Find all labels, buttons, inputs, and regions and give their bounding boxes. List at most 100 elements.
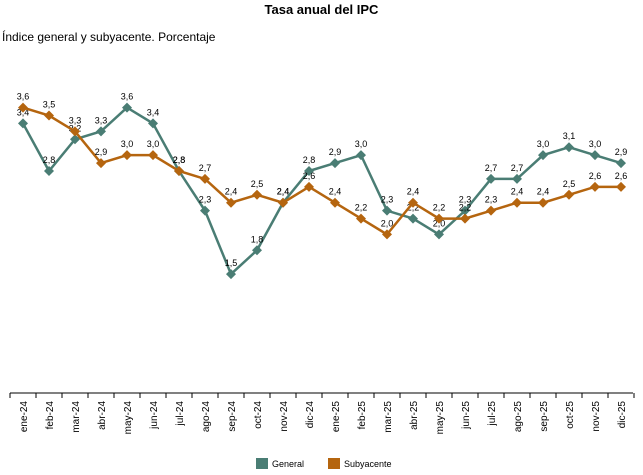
x-tick-label: may-24 bbox=[123, 401, 134, 435]
data-point-subyacente[interactable] bbox=[252, 189, 262, 200]
data-label-subyacente: 2,6 bbox=[303, 171, 316, 181]
data-point-general[interactable] bbox=[18, 118, 28, 129]
data-point-general[interactable] bbox=[200, 205, 210, 216]
data-point-general[interactable] bbox=[486, 173, 496, 184]
data-point-subyacente[interactable] bbox=[434, 213, 444, 224]
legend-item-subyacente[interactable]: Subyacente bbox=[328, 458, 392, 469]
data-label-general: 1,5 bbox=[225, 258, 238, 268]
data-label-subyacente: 2,6 bbox=[589, 171, 602, 181]
data-label-subyacente: 3,6 bbox=[17, 92, 30, 102]
data-point-subyacente[interactable] bbox=[382, 229, 392, 240]
data-point-general[interactable] bbox=[122, 102, 132, 113]
x-tick-label: abr-25 bbox=[409, 401, 420, 430]
data-point-subyacente[interactable] bbox=[304, 181, 314, 192]
data-point-general[interactable] bbox=[70, 134, 80, 145]
data-label-general: 3,0 bbox=[537, 139, 550, 149]
x-tick-label: feb-25 bbox=[357, 401, 368, 430]
data-point-subyacente[interactable] bbox=[538, 197, 548, 208]
legend: General Subyacente bbox=[256, 458, 392, 469]
data-point-general[interactable] bbox=[226, 269, 236, 280]
data-point-general[interactable] bbox=[330, 158, 340, 169]
data-point-general[interactable] bbox=[252, 245, 262, 256]
data-point-subyacente[interactable] bbox=[330, 197, 340, 208]
data-label-general: 2,3 bbox=[459, 195, 472, 205]
x-tick-label: nov-24 bbox=[279, 401, 290, 432]
data-point-general[interactable] bbox=[382, 205, 392, 216]
data-label-subyacente: 2,9 bbox=[95, 147, 108, 157]
x-tick-label: feb-24 bbox=[45, 401, 56, 430]
data-point-subyacente[interactable] bbox=[564, 189, 574, 200]
x-tick-label: sep-24 bbox=[227, 401, 238, 432]
x-tick-label: oct-25 bbox=[565, 401, 576, 429]
data-point-subyacente[interactable] bbox=[70, 126, 80, 137]
x-tick-label: oct-24 bbox=[253, 401, 264, 429]
data-point-subyacente[interactable] bbox=[486, 205, 496, 216]
x-tick-label: ago-25 bbox=[513, 401, 524, 433]
data-point-general[interactable] bbox=[408, 213, 418, 224]
data-label-general: 3,1 bbox=[563, 131, 576, 141]
data-point-subyacente[interactable] bbox=[44, 110, 54, 121]
data-point-general[interactable] bbox=[538, 150, 548, 161]
data-point-general[interactable] bbox=[616, 158, 626, 169]
x-tick-label: dic-25 bbox=[617, 401, 628, 429]
data-label-subyacente: 2,4 bbox=[537, 187, 550, 197]
data-point-general[interactable] bbox=[44, 166, 54, 176]
series-layer: 3,42,83,23,33,63,42,82,31,51,82,42,82,93… bbox=[17, 92, 627, 280]
data-label-general: 2,3 bbox=[381, 195, 394, 205]
data-label-general: 2,9 bbox=[329, 147, 342, 157]
data-point-general[interactable] bbox=[512, 173, 522, 184]
data-point-general[interactable] bbox=[96, 126, 106, 137]
x-tick-label: mar-24 bbox=[71, 401, 82, 433]
data-point-general[interactable] bbox=[304, 166, 314, 176]
x-tick-label: jul-24 bbox=[175, 401, 186, 427]
series-line-subyacente bbox=[22, 106, 621, 237]
data-point-subyacente[interactable] bbox=[278, 197, 288, 208]
x-tick-label: ene-24 bbox=[19, 401, 30, 433]
data-point-subyacente[interactable] bbox=[512, 197, 522, 208]
data-point-general[interactable] bbox=[356, 150, 366, 161]
x-tick-label: jul-25 bbox=[487, 401, 498, 427]
data-label-subyacente: 2,2 bbox=[433, 203, 446, 213]
data-point-subyacente[interactable] bbox=[590, 181, 600, 192]
x-axis bbox=[9, 392, 635, 398]
data-point-subyacente[interactable] bbox=[96, 158, 106, 169]
x-tick-label: may-25 bbox=[435, 401, 446, 435]
x-tick-label: sep-25 bbox=[539, 401, 550, 432]
data-label-general: 3,4 bbox=[147, 107, 160, 117]
data-point-subyacente[interactable] bbox=[408, 197, 418, 208]
legend-label-subyacente: Subyacente bbox=[344, 458, 392, 469]
legend-swatch-subyacente bbox=[328, 458, 341, 469]
data-point-general[interactable] bbox=[590, 150, 600, 161]
data-label-subyacente: 2,0 bbox=[381, 218, 394, 228]
x-tick-label: jun-24 bbox=[149, 401, 160, 430]
data-label-subyacente: 3,0 bbox=[147, 139, 160, 149]
data-point-subyacente[interactable] bbox=[226, 197, 236, 208]
x-tick-label: ago-24 bbox=[201, 401, 212, 433]
data-point-subyacente[interactable] bbox=[148, 150, 158, 161]
data-label-general: 2,8 bbox=[43, 155, 56, 165]
data-point-subyacente[interactable] bbox=[356, 213, 366, 224]
data-point-subyacente[interactable] bbox=[616, 181, 626, 192]
data-label-general: 1,8 bbox=[251, 234, 264, 244]
data-point-general[interactable] bbox=[148, 118, 158, 129]
data-point-general[interactable] bbox=[460, 205, 470, 216]
data-point-subyacente[interactable] bbox=[122, 150, 132, 161]
data-point-general[interactable] bbox=[434, 229, 444, 240]
x-tick-label: jun-25 bbox=[461, 401, 472, 430]
data-point-subyacente[interactable] bbox=[18, 102, 28, 113]
data-label-general: 2,8 bbox=[173, 155, 186, 165]
data-label-subyacente: 2,2 bbox=[459, 203, 472, 213]
data-label-subyacente: 2,4 bbox=[511, 187, 524, 197]
data-label-general: 3,3 bbox=[95, 115, 108, 125]
data-point-subyacente[interactable] bbox=[200, 173, 210, 184]
data-point-subyacente[interactable] bbox=[460, 213, 470, 224]
legend-item-general[interactable]: General bbox=[256, 458, 304, 469]
data-label-subyacente: 2,4 bbox=[407, 187, 420, 197]
data-point-subyacente[interactable] bbox=[174, 166, 184, 176]
data-label-subyacente: 2,5 bbox=[563, 179, 576, 189]
data-label-general: 3,6 bbox=[121, 92, 134, 102]
x-tick-labels: ene-24 feb-24 mar-24 abr-24 may-24 jun-24 jul-… bbox=[19, 401, 628, 435]
data-point-general[interactable] bbox=[564, 142, 574, 153]
series-general: 3,42,83,23,33,63,42,82,31,51,82,42,82,93… bbox=[17, 92, 627, 280]
